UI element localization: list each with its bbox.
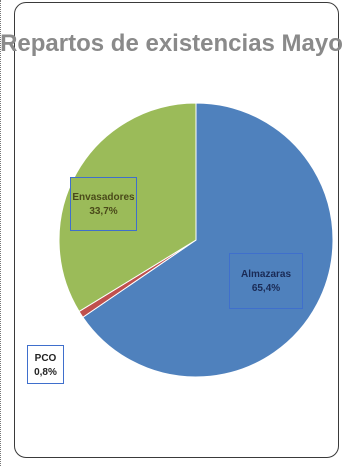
data-label-pco: PCO 0,8% [27, 345, 64, 384]
pco-label-text: PCO [34, 353, 57, 364]
chart-title: Repartos de existencias Mayo [0, 30, 343, 57]
envasadores-label-text: Envasadores [72, 192, 135, 203]
chart-frame [14, 2, 339, 458]
pco-value-text: 0,8% [34, 367, 57, 378]
page-edge-rule [0, 0, 4, 466]
almazaras-label-text: Almazaras [240, 269, 292, 280]
data-label-envasadores: Envasadores 33,7% [70, 177, 137, 231]
envasadores-value-text: 33,7% [89, 206, 118, 217]
almazaras-value-text: 65,4% [251, 283, 281, 294]
data-label-almazaras: Almazaras 65,4% [229, 253, 303, 309]
